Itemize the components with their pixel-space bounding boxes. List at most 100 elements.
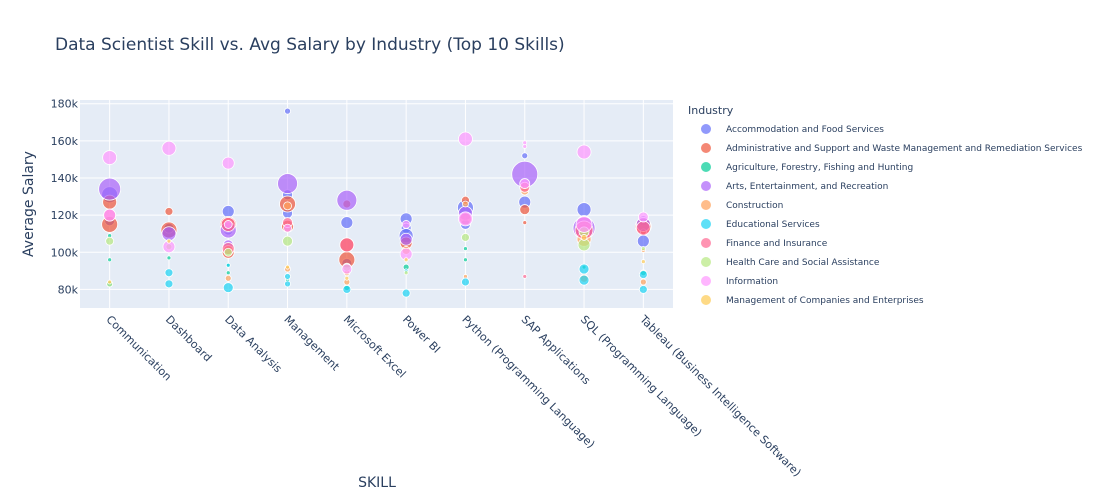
y-tick-label: 140k (51, 172, 79, 185)
legend-label: Information (726, 277, 778, 287)
y-tick-label: 100k (51, 246, 79, 259)
data-point (221, 156, 235, 170)
data-point (638, 285, 648, 294)
data-point (102, 150, 118, 165)
x-tick-label: Microsoft Excel (341, 313, 409, 381)
data-point (636, 234, 650, 248)
data-point (401, 220, 411, 229)
data-point (458, 211, 473, 227)
data-point (107, 257, 113, 263)
legend-marker (701, 200, 711, 210)
data-point (344, 275, 350, 281)
y-tick-label: 120k (51, 209, 79, 222)
series-management-of-companies-and-enterprises (107, 234, 646, 285)
legend-marker (701, 181, 711, 191)
legend-item[interactable]: Finance and Insurance (701, 238, 828, 249)
data-point (283, 201, 292, 211)
data-point (222, 282, 234, 293)
data-point (225, 270, 231, 276)
data-point (282, 235, 293, 247)
legend-item[interactable]: Arts, Entertainment, and Recreation (701, 181, 888, 192)
data-point (166, 255, 172, 261)
legend-label: Finance and Insurance (726, 239, 828, 249)
data-point (107, 279, 113, 285)
legend-label: Management of Companies and Enterprises (726, 296, 924, 306)
data-point (224, 274, 232, 282)
x-tick-label: Data Analysis (222, 313, 284, 375)
data-point (164, 207, 174, 216)
legend-marker (701, 238, 711, 248)
data-point (637, 211, 649, 223)
x-tick-label: Dashboard (163, 313, 214, 364)
data-point (98, 177, 122, 201)
data-point (285, 264, 290, 270)
data-point (166, 238, 172, 244)
legend-label: Agriculture, Forestry, Fishing and Hunti… (726, 163, 913, 173)
y-tick-label: 80k (58, 283, 79, 296)
data-point (576, 144, 592, 160)
legend-label: Educational Services (726, 220, 820, 230)
data-point (161, 226, 177, 242)
legend-item[interactable]: Information (701, 276, 778, 287)
data-point (284, 107, 291, 115)
data-point (403, 270, 409, 276)
data-point (639, 278, 647, 286)
legend-label: Accommodation and Food Services (726, 125, 884, 135)
legend-item[interactable]: Educational Services (701, 219, 820, 230)
data-point (458, 131, 473, 147)
data-point (521, 152, 529, 160)
legend-item[interactable]: Construction (701, 200, 783, 211)
legend-item[interactable]: Accommodation and Food Services (701, 124, 884, 135)
data-point (164, 279, 174, 289)
data-point (463, 257, 468, 263)
data-point (336, 189, 358, 211)
y-axis-ticks: 80k 100k 120k 140k 160k 180k (51, 98, 79, 297)
legend-item[interactable]: Management of Companies and Enterprises (701, 295, 924, 306)
legend: Industry Accommodation and Food Services… (688, 104, 1083, 306)
data-point (461, 277, 470, 287)
legend-marker (701, 257, 711, 267)
data-point (105, 236, 115, 246)
series-information (102, 131, 649, 275)
data-point (462, 200, 469, 208)
data-point (221, 205, 235, 218)
data-point (164, 268, 174, 278)
legend-label: Construction (726, 201, 783, 211)
y-axis-title: Average Salary (21, 151, 37, 257)
data-point (341, 263, 353, 275)
data-point (638, 270, 648, 279)
data-point (522, 274, 528, 279)
data-point (339, 237, 355, 253)
data-points (98, 107, 652, 298)
x-tick-label: Python (Programming Language) (459, 313, 597, 451)
x-tick-label: Communication (104, 313, 175, 384)
data-point (277, 173, 298, 194)
x-tick-label: Power BI (400, 313, 443, 356)
data-point (461, 233, 470, 242)
data-point (342, 285, 352, 294)
data-point (284, 280, 291, 288)
x-tick-label: SQL (Programming Language) (578, 313, 704, 439)
data-point (522, 220, 528, 225)
x-tick-label: Management (281, 313, 342, 374)
data-point (640, 259, 646, 264)
data-point (575, 216, 593, 233)
legend-item[interactable]: Administrative and Support and Waste Man… (701, 143, 1083, 154)
legend-marker (701, 162, 711, 172)
legend-label: Health Care and Social Assistance (726, 258, 880, 268)
data-point (519, 204, 531, 215)
data-point (399, 232, 413, 246)
chart-title: Data Scientist Skill vs. Avg Salary by I… (55, 35, 565, 55)
plot-area (80, 100, 673, 308)
data-point (576, 202, 592, 217)
data-point (283, 223, 292, 233)
data-point (103, 208, 117, 222)
x-axis-title: SKILL (358, 475, 396, 491)
legend-item[interactable]: Agriculture, Forestry, Fishing and Hunti… (701, 162, 913, 173)
y-tick-label: 160k (51, 135, 79, 148)
legend-label: Arts, Entertainment, and Recreation (726, 182, 888, 192)
legend-item[interactable]: Health Care and Social Assistance (701, 257, 880, 268)
legend-marker (701, 143, 711, 153)
data-point (223, 220, 233, 229)
